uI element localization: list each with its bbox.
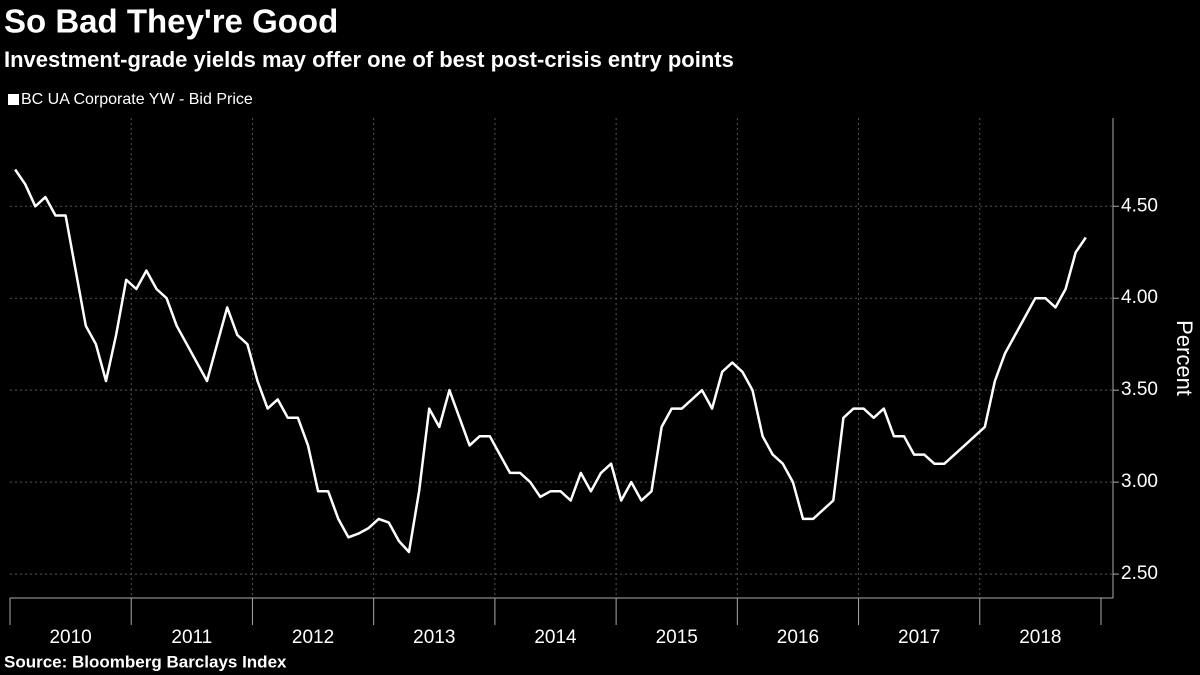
chart-title: So Bad They're Good: [4, 3, 338, 40]
line: [14, 168, 1087, 554]
x-tick-label: 2014: [534, 627, 577, 648]
x-tick-label: 2013: [413, 627, 455, 648]
x-tick-label: 2011: [171, 627, 212, 648]
x-tick-label: 2016: [777, 627, 819, 648]
chart-subtitle: Investment-grade yields may offer one of…: [4, 47, 734, 72]
legend-swatch: [8, 94, 19, 105]
x-tick-label: 2010: [49, 627, 91, 648]
source: Source: Bloomberg Barclays Index: [4, 652, 287, 671]
y-tick-label: 2.50: [1121, 563, 1158, 584]
y-tick-label: 3.50: [1121, 379, 1158, 400]
y-axis-title: Percent: [1172, 320, 1197, 396]
y-tick-label: 3.00: [1121, 471, 1158, 492]
x-tick-label: 2018: [1019, 627, 1061, 648]
y-tick-label: 4.00: [1121, 287, 1158, 308]
y-tick-label: 4.50: [1121, 195, 1158, 216]
x-tick-label: 2017: [898, 627, 940, 648]
x-tick-label: 2012: [292, 627, 334, 648]
x-tick-label: 2015: [656, 627, 698, 648]
legend-label: BC UA Corporate YW - Bid Price: [21, 91, 253, 108]
